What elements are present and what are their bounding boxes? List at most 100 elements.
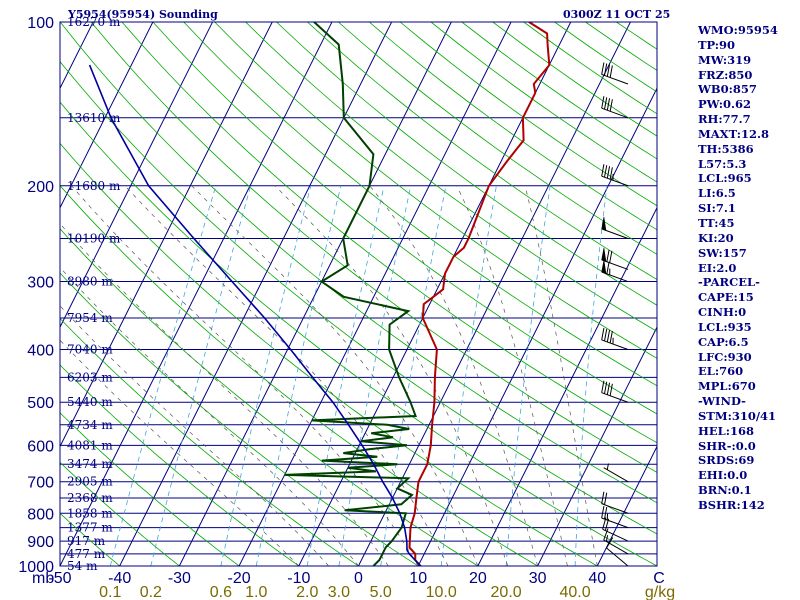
moist-adiabat: [60, 223, 389, 566]
isotherm-line: [60, 22, 214, 329]
index-item: HEL:168: [698, 423, 754, 438]
index-item: TH:5386: [698, 141, 754, 156]
index-item: PW:0.62: [698, 97, 752, 112]
mixing-ratio-line: [440, 185, 497, 566]
isotherm-line: [119, 22, 393, 566]
moist-adiabat: [71, 185, 419, 566]
pressure-tick-label: 200: [27, 179, 54, 196]
barb-flag: [606, 64, 611, 77]
temperature-tick-label: -10: [287, 570, 310, 587]
temperature-line: [408, 22, 551, 566]
barb-staff: [606, 547, 629, 567]
barb-staff: [601, 503, 629, 514]
height-label: 7040 m: [67, 343, 113, 357]
plot-frame: [59, 21, 658, 567]
moist-adiabat: [60, 305, 329, 566]
dry-adiabat: [60, 512, 120, 566]
wind-barb: [601, 216, 629, 239]
pressure-tick-label: 100: [27, 15, 54, 32]
pressure-tick-label: 800: [27, 506, 54, 523]
barb-flag: [609, 383, 613, 396]
wind-barb: [603, 463, 629, 483]
barb-flag: [601, 505, 605, 519]
mixing-ratio-line: [505, 185, 551, 566]
index-item: SI:7.1: [698, 201, 736, 216]
temperature-tick-label: -50: [48, 570, 71, 587]
barb-flag: [609, 250, 613, 263]
dry-adiabat: [60, 228, 479, 566]
index-item: LCL:935: [698, 319, 752, 334]
index-item: SW:157: [698, 245, 747, 260]
isotherm-line: [477, 206, 657, 566]
barb-flag: [609, 167, 613, 180]
height-label: 3474 m: [67, 457, 113, 471]
mixing-ratio-tick-label: 1.0: [245, 584, 267, 600]
index-item: WB0:857: [698, 82, 757, 97]
mixing-ratio-line: [306, 185, 385, 566]
barb-flag: [606, 249, 610, 262]
indices-panel: WMO:95954 TP:90 MW:319 FRZ:850 WB0:857 PW:0.6…: [698, 23, 778, 513]
barb-flag: [604, 507, 608, 520]
dry-adiabat: [60, 317, 359, 566]
isotherm-line: [596, 445, 657, 566]
mixing-ratio-line: [109, 185, 217, 566]
barb-flag: [601, 327, 605, 341]
dry-adiabat: [214, 22, 657, 359]
wind-barb: [601, 96, 629, 119]
wind-barb: [601, 505, 629, 529]
mixing-ratio-tick-label: 2.0: [296, 584, 318, 600]
mixing-ratio-line: [574, 185, 608, 566]
index-item: FRZ:850: [698, 67, 753, 82]
mixing-ratio-tick-label: 20.0: [491, 584, 522, 600]
barb-flag: [601, 96, 605, 109]
barb-staff: [601, 339, 629, 350]
moist-adiabat: [524, 185, 598, 566]
index-item: RH:77.7: [698, 112, 751, 127]
dry-adiabat: [121, 22, 657, 444]
height-label: 5440 m: [67, 395, 113, 409]
barb-flag: [606, 329, 611, 343]
height-label: 7954 m: [67, 311, 113, 325]
isotherm-line: [357, 22, 632, 566]
index-item: BRN:0.1: [698, 483, 752, 498]
moist-adiabat: [456, 185, 568, 566]
index-item: L57:5.3: [698, 156, 747, 171]
height-label: 11680 m: [67, 179, 121, 193]
index-item: CAPE:15: [698, 290, 754, 305]
index-item: STM:310/41: [698, 408, 777, 423]
temperature-tick-label: -20: [228, 570, 251, 587]
moist-adiabat: [191, 185, 479, 566]
index-item: TT:45: [698, 215, 735, 230]
barb-flag: [609, 330, 613, 344]
parcel-line: [88, 64, 422, 566]
wind-barb: [601, 247, 629, 270]
barb-flag: [606, 463, 609, 470]
temperature-tick-label: -30: [168, 570, 191, 587]
index-item: EHI:0.0: [698, 468, 748, 483]
index-item: EI:2.0: [698, 260, 737, 275]
dry-adiabat: [152, 22, 657, 415]
barb-staff: [601, 107, 629, 119]
index-item: LCL:965: [698, 171, 752, 186]
moist-adiabat: [274, 185, 509, 566]
height-label: 477 m: [67, 547, 106, 561]
sounding-series: [88, 22, 551, 566]
barb-flag: [605, 535, 609, 542]
pressure-tick-label: 600: [27, 438, 54, 455]
isotherm-line: [298, 22, 572, 566]
wind-barb: [601, 491, 629, 514]
barb-staff: [603, 467, 629, 483]
pressure-tick-label: 400: [27, 343, 54, 360]
barb-flag: [606, 382, 611, 395]
barb-flag: [604, 328, 608, 342]
barb-flag: [601, 164, 605, 177]
mixing-ratio-tick-label: 0.1: [99, 584, 121, 600]
dry-adiabat: [60, 22, 657, 504]
barb-staff: [601, 392, 629, 403]
isotherm-line: [60, 22, 273, 448]
index-item: CAP:6.5: [698, 334, 749, 349]
dry-adiabat: [245, 22, 657, 332]
barb-staff: [602, 528, 629, 542]
chart-title: Y5954(95954) Sounding: [68, 8, 218, 21]
